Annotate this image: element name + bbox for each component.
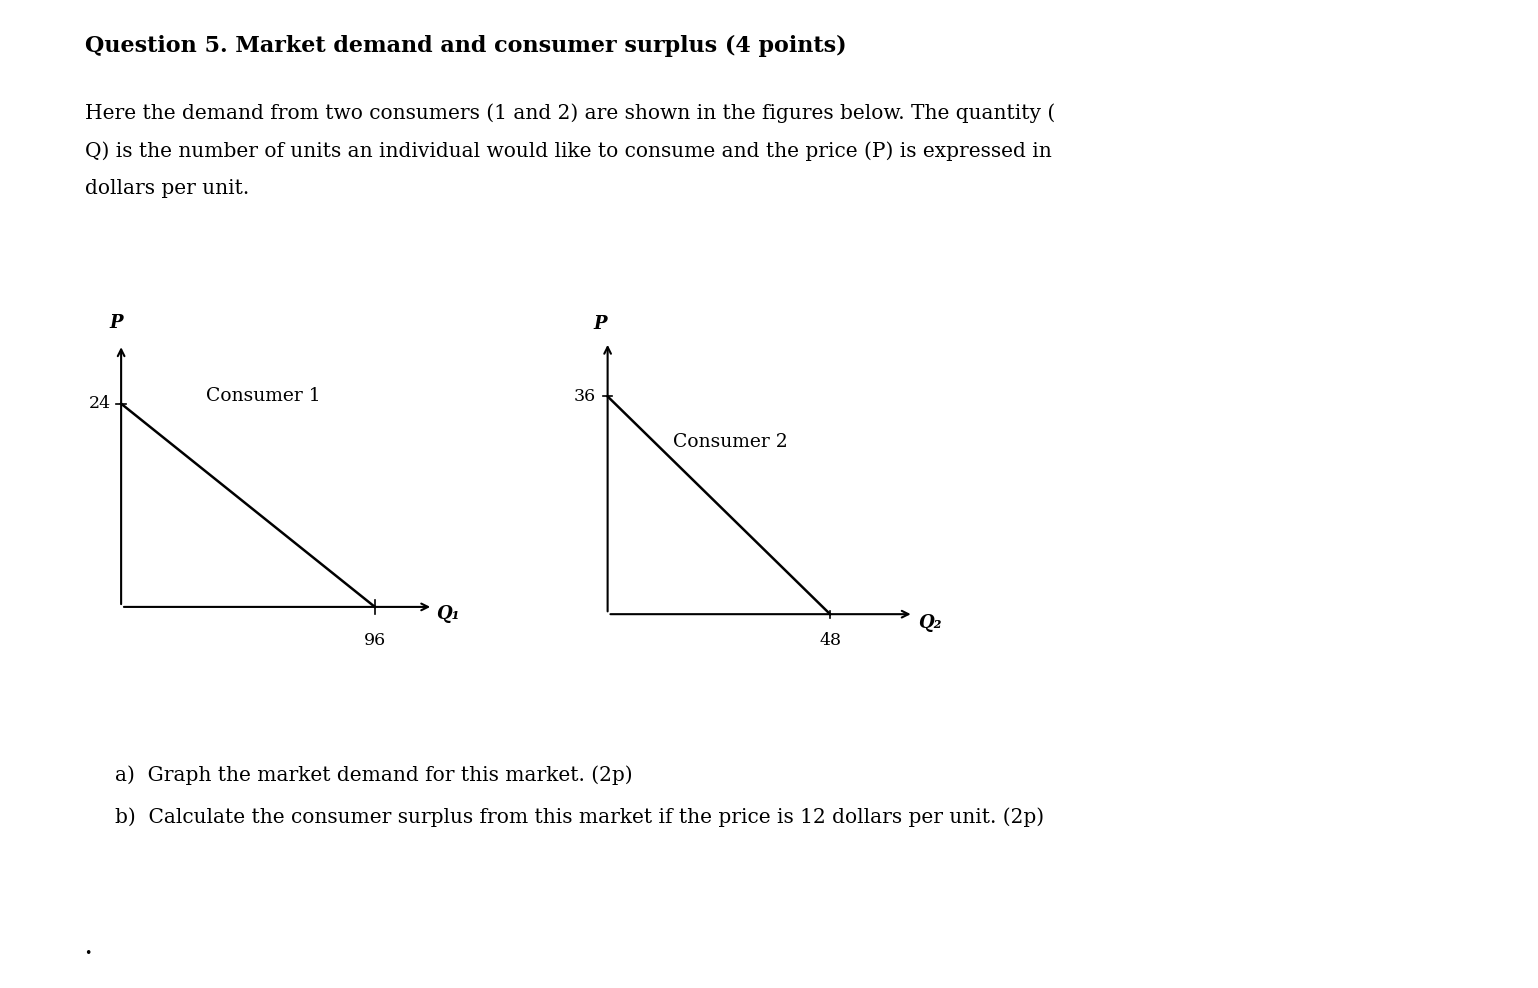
Text: P: P	[594, 315, 608, 333]
Text: 48: 48	[820, 632, 841, 649]
Text: Question 5. Market demand and consumer surplus (4 points): Question 5. Market demand and consumer s…	[85, 35, 846, 56]
Text: Q₁: Q₁	[435, 605, 460, 622]
Text: Here the demand from two consumers (1 and 2) are shown in the figures below. The: Here the demand from two consumers (1 an…	[85, 104, 1055, 124]
Text: b)  Calculate the consumer surplus from this market if the price is 12 dollars p: b) Calculate the consumer surplus from t…	[115, 807, 1044, 827]
Text: dollars per unit.: dollars per unit.	[85, 179, 249, 198]
Text: Consumer 2: Consumer 2	[672, 433, 787, 451]
Text: •: •	[85, 947, 92, 960]
Text: 24: 24	[88, 395, 111, 412]
Text: Consumer 1: Consumer 1	[206, 386, 320, 405]
Text: a)  Graph the market demand for this market. (2p): a) Graph the market demand for this mark…	[115, 766, 634, 785]
Text: P: P	[109, 313, 123, 332]
Text: Q₂: Q₂	[918, 615, 941, 632]
Text: Q) is the number of units an individual would like to consume and the price (P) : Q) is the number of units an individual …	[85, 141, 1052, 161]
Text: 96: 96	[365, 632, 386, 649]
Text: 36: 36	[574, 388, 597, 405]
